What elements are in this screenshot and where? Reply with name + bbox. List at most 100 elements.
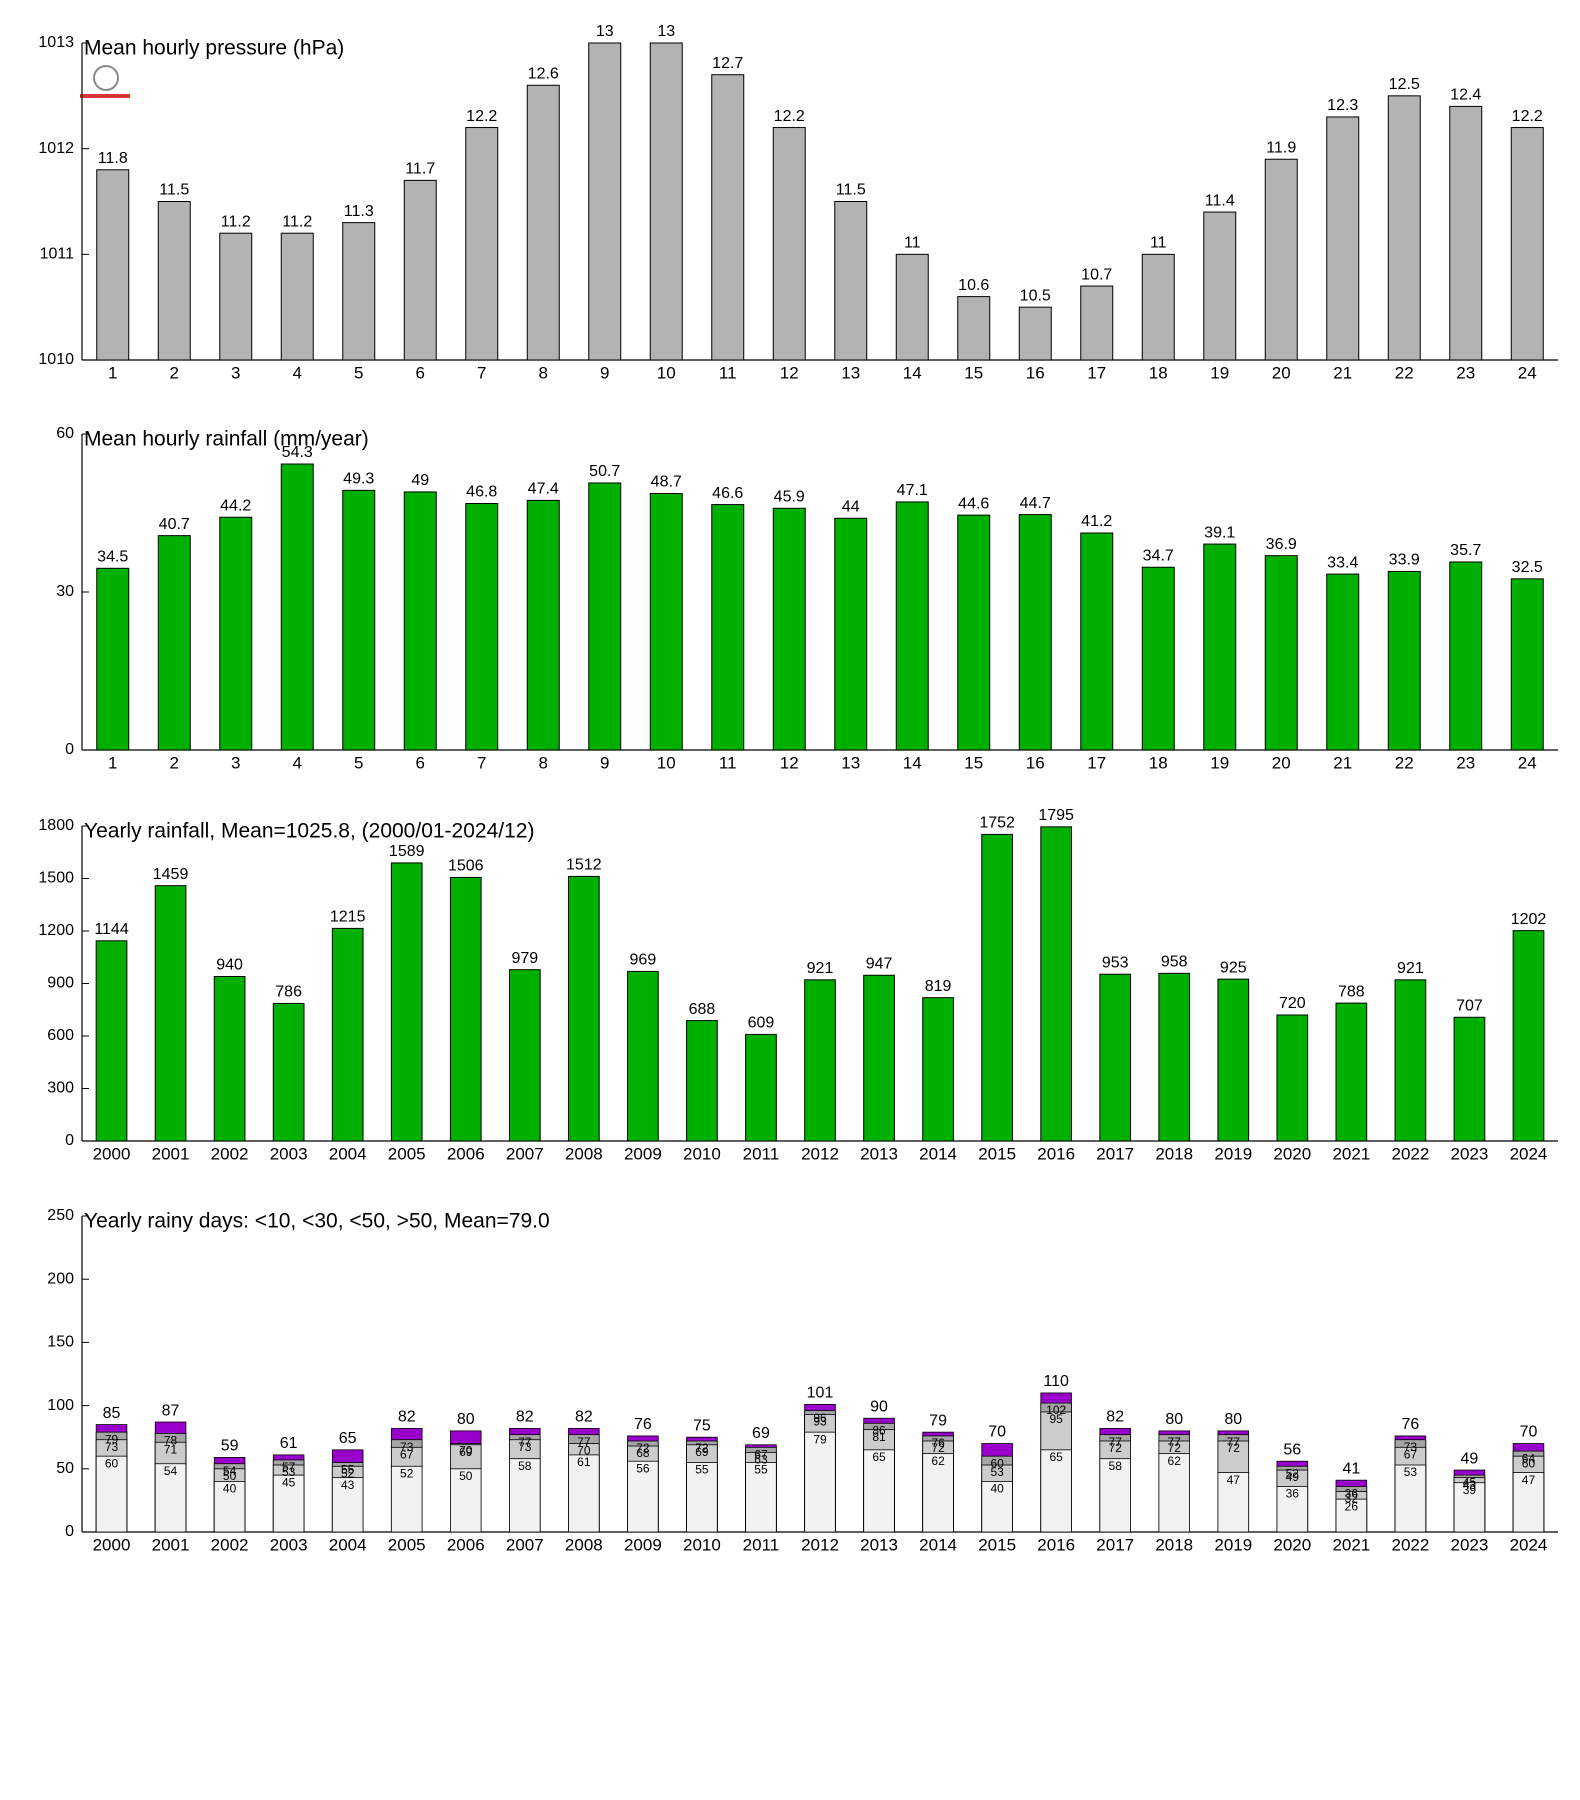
bar bbox=[1326, 573, 1360, 751]
value-label: 86 bbox=[872, 1423, 886, 1437]
value-label: 11.2 bbox=[282, 213, 312, 230]
value-label: 1202 bbox=[1511, 911, 1547, 928]
bar-segment bbox=[509, 1458, 541, 1533]
bar bbox=[1203, 211, 1237, 361]
value-label: 67 bbox=[754, 1447, 768, 1461]
value-label: 10.6 bbox=[958, 277, 989, 294]
value-label: 43 bbox=[341, 1478, 355, 1492]
value-label: 33.9 bbox=[1389, 552, 1420, 569]
bar-segment bbox=[745, 1462, 777, 1533]
y-tick-label: 900 bbox=[47, 975, 74, 992]
bar bbox=[711, 504, 745, 751]
x-tick-label: 2020 bbox=[1273, 1535, 1311, 1554]
bar-segment bbox=[1512, 1472, 1545, 1533]
value-label: 11.5 bbox=[836, 182, 866, 199]
value-label: 11.9 bbox=[1266, 139, 1296, 156]
bar bbox=[342, 222, 376, 361]
bar-segment bbox=[804, 1431, 836, 1533]
value-label: 50.7 bbox=[589, 463, 620, 480]
bar bbox=[157, 201, 191, 361]
bar bbox=[711, 74, 745, 361]
value-label: 61 bbox=[577, 1455, 591, 1469]
value-label: 12.2 bbox=[774, 108, 805, 125]
value-label: 68 bbox=[636, 1446, 650, 1460]
x-tick-label: 6 bbox=[416, 753, 425, 772]
bar bbox=[272, 1002, 305, 1142]
bar bbox=[96, 567, 130, 751]
x-tick-label: 4 bbox=[293, 753, 302, 772]
value-label: 11 bbox=[904, 235, 921, 252]
value-label: 65 bbox=[1049, 1450, 1063, 1464]
y-tick-label: 60 bbox=[56, 425, 74, 442]
x-tick-label: 18 bbox=[1149, 363, 1168, 382]
value-label: 54.3 bbox=[282, 444, 313, 461]
x-tick-label: 22 bbox=[1395, 363, 1414, 382]
x-tick-label: 12 bbox=[780, 363, 799, 382]
x-tick-label: 2 bbox=[170, 363, 179, 382]
x-tick-label: 13 bbox=[841, 363, 860, 382]
x-tick-label: 6 bbox=[416, 363, 425, 382]
value-label: 47 bbox=[1227, 1473, 1241, 1487]
y-tick-label: 1500 bbox=[38, 870, 74, 887]
value-label: 10.7 bbox=[1081, 266, 1112, 283]
value-label: 47 bbox=[1522, 1473, 1536, 1487]
bar-segment bbox=[1217, 1472, 1250, 1533]
value-label: 70 bbox=[988, 1424, 1006, 1441]
x-tick-label: 12 bbox=[780, 753, 799, 772]
bar bbox=[96, 169, 130, 361]
x-tick-label: 2009 bbox=[624, 1535, 662, 1554]
value-label: 49.3 bbox=[343, 471, 374, 488]
x-tick-label: 2022 bbox=[1391, 1535, 1429, 1554]
value-label: 79 bbox=[813, 1432, 827, 1446]
value-label: 1795 bbox=[1038, 807, 1074, 824]
x-tick-label: 18 bbox=[1149, 753, 1168, 772]
x-tick-label: 13 bbox=[841, 753, 860, 772]
value-label: 79 bbox=[105, 1432, 119, 1446]
value-label: 76 bbox=[634, 1416, 652, 1433]
value-label: 82 bbox=[1106, 1409, 1124, 1426]
y-tick-label: 1010 bbox=[38, 351, 74, 368]
bar bbox=[342, 489, 376, 751]
bar-segment bbox=[1040, 1449, 1072, 1533]
x-tick-label: 8 bbox=[539, 753, 548, 772]
value-label: 12.7 bbox=[712, 55, 743, 72]
value-label: 44 bbox=[842, 498, 860, 515]
x-tick-label: 2000 bbox=[93, 1144, 131, 1163]
value-label: 34.7 bbox=[1143, 547, 1174, 564]
x-tick-label: 2013 bbox=[860, 1144, 898, 1163]
value-label: 1459 bbox=[153, 866, 189, 883]
value-label: 969 bbox=[630, 952, 657, 969]
value-label: 72 bbox=[636, 1441, 650, 1455]
value-label: 13 bbox=[657, 23, 675, 40]
bar bbox=[1099, 973, 1132, 1142]
bar bbox=[649, 493, 683, 751]
value-label: 49 bbox=[1461, 1450, 1479, 1467]
x-tick-label: 21 bbox=[1333, 753, 1352, 772]
bar-segment bbox=[1335, 1498, 1368, 1533]
value-label: 72 bbox=[931, 1441, 945, 1455]
x-tick-label: 20 bbox=[1272, 363, 1291, 382]
x-tick-label: 2018 bbox=[1155, 1535, 1193, 1554]
bar bbox=[804, 979, 836, 1142]
x-tick-label: 2005 bbox=[388, 1535, 426, 1554]
value-label: 77 bbox=[1168, 1435, 1182, 1449]
y-tick-label: 200 bbox=[47, 1270, 74, 1287]
value-label: 59 bbox=[221, 1438, 239, 1455]
x-tick-label: 23 bbox=[1456, 753, 1475, 772]
value-label: 36.9 bbox=[1266, 536, 1297, 553]
bar-segment bbox=[1453, 1482, 1486, 1533]
x-tick-label: 2015 bbox=[978, 1535, 1016, 1554]
x-tick-label: 2000 bbox=[93, 1535, 131, 1554]
value-label: 1215 bbox=[330, 909, 366, 926]
value-label: 69 bbox=[459, 1445, 473, 1459]
value-label: 63 bbox=[754, 1453, 768, 1467]
chart-title: Yearly rainy days: <10, <30, <50, >50, M… bbox=[84, 1210, 550, 1233]
value-label: 47.1 bbox=[897, 482, 928, 499]
value-label: 72 bbox=[1227, 1441, 1241, 1455]
bar bbox=[403, 179, 437, 361]
bar bbox=[772, 127, 806, 361]
x-tick-label: 19 bbox=[1210, 363, 1229, 382]
value-label: 60 bbox=[1522, 1456, 1536, 1470]
bar bbox=[981, 833, 1013, 1142]
x-tick-label: 2020 bbox=[1273, 1144, 1311, 1163]
